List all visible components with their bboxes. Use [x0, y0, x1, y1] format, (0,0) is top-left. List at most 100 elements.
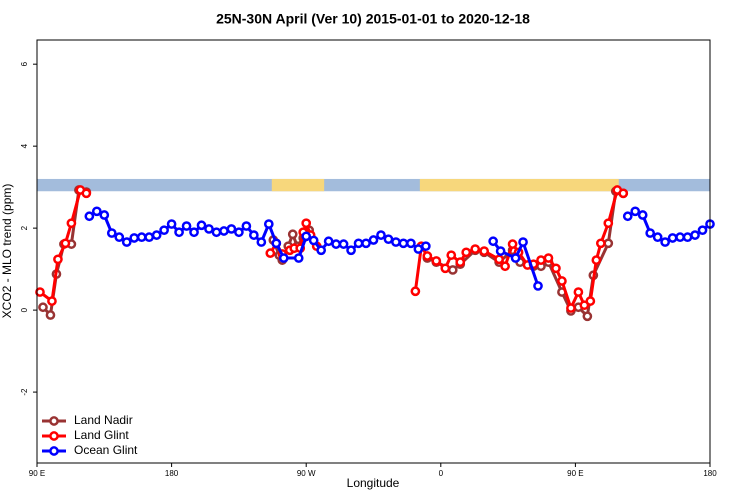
land-band: [419, 178, 619, 192]
data-point: [551, 263, 561, 274]
data-point: [144, 232, 155, 243]
data-point: [595, 238, 606, 249]
y-tick-label: 2: [20, 225, 29, 230]
data-point: [697, 225, 708, 236]
data-point: [591, 255, 602, 265]
data-point: [278, 253, 289, 263]
series-line: [88, 209, 711, 287]
data-point: [368, 235, 379, 245]
legend-label: Land Glint: [74, 428, 129, 442]
data-point: [166, 219, 177, 229]
land-band: [271, 178, 325, 192]
data-point: [35, 287, 45, 297]
data-point: [241, 221, 252, 231]
data-point: [211, 227, 222, 238]
data-point: [536, 255, 546, 265]
data-point: [271, 238, 282, 249]
data-point: [219, 226, 229, 236]
data-point: [495, 246, 506, 256]
data-point: [440, 263, 451, 274]
data-point: [99, 210, 110, 220]
x-tick-label: 180: [703, 469, 717, 478]
y-axis-title: XCO2 - MLO trend (ppm): [0, 184, 14, 319]
legend-label: Land Nadir: [74, 413, 133, 427]
data-point: [622, 211, 633, 222]
data-point: [518, 237, 528, 247]
data-point: [543, 253, 554, 263]
data-point: [331, 239, 341, 249]
data-point: [667, 233, 678, 243]
data-point: [151, 230, 162, 240]
legend-item: Ocean Glint: [42, 443, 138, 457]
data-point: [301, 218, 312, 229]
x-tick-label: 90 W: [297, 469, 316, 478]
series-line: [39, 187, 624, 313]
data-point: [682, 232, 693, 243]
data-point: [573, 287, 584, 297]
x-tick-label: 90 E: [29, 469, 45, 478]
data-point: [675, 232, 685, 243]
data-point: [479, 246, 490, 256]
plot-frame: [36, 39, 711, 464]
data-point: [410, 286, 421, 297]
x-tick-label: 180: [165, 469, 179, 478]
data-point: [174, 227, 184, 238]
data-point: [660, 237, 670, 247]
y-tick-label: -2: [20, 388, 29, 396]
data-point: [338, 239, 349, 249]
legend-marker: [49, 431, 59, 441]
data-point: [196, 220, 207, 231]
data-point: [256, 237, 267, 247]
data-point: [446, 250, 457, 261]
data-point: [413, 244, 424, 254]
data-point: [510, 253, 521, 263]
data-point: [582, 311, 593, 322]
data-point: [226, 224, 237, 234]
data-point: [287, 229, 298, 240]
x-tick-label: 0: [439, 469, 444, 478]
data-point: [129, 233, 140, 243]
data-point: [618, 188, 629, 199]
data-point: [159, 225, 169, 236]
data-point: [346, 245, 356, 256]
data-point: [353, 238, 364, 249]
data-point: [361, 238, 371, 249]
data-point: [455, 257, 466, 268]
data-point: [566, 303, 576, 313]
data-point: [420, 241, 431, 252]
data-point: [376, 230, 386, 240]
data-point: [189, 227, 199, 238]
data-point: [293, 253, 304, 263]
data-point: [507, 239, 518, 249]
data-point: [637, 210, 648, 220]
data-point: [494, 254, 504, 265]
data-point: [422, 251, 433, 261]
data-point: [301, 231, 312, 242]
legend-marker: [49, 416, 59, 426]
series-line: [41, 188, 624, 320]
data-point: [557, 276, 567, 286]
data-point: [181, 221, 192, 231]
y-tick-label: 4: [20, 143, 29, 148]
data-point: [431, 256, 442, 266]
data-point: [585, 296, 596, 306]
data-point: [84, 211, 95, 222]
data-point: [603, 218, 614, 229]
data-point: [53, 254, 63, 265]
legend-item: Land Nadir: [42, 413, 133, 427]
data-point: [91, 206, 102, 217]
data-point: [265, 248, 276, 258]
chart-title: 25N-30N April (Ver 10) 2015-01-01 to 202…: [216, 11, 530, 27]
data-point: [45, 310, 56, 320]
data-point: [106, 228, 117, 238]
data-point: [204, 224, 214, 234]
data-point: [533, 281, 543, 291]
data-point: [81, 188, 92, 199]
data-point: [645, 228, 656, 238]
data-point: [603, 238, 614, 249]
data-point: [500, 261, 510, 272]
x-tick-label: 90 E: [567, 469, 583, 478]
legend-label: Ocean Glint: [74, 443, 138, 457]
data-point: [234, 227, 244, 238]
